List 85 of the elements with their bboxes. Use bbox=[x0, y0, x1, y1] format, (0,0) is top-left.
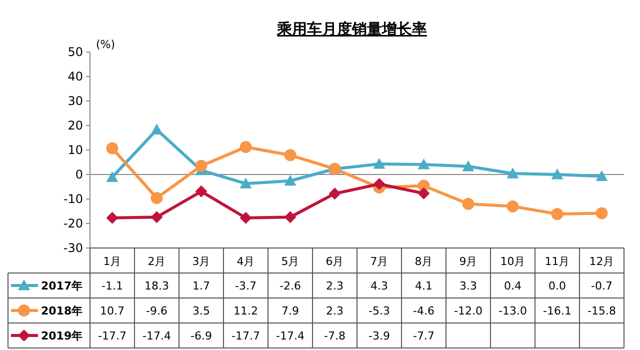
y-tick-label: 30 bbox=[68, 94, 83, 108]
point bbox=[462, 198, 474, 210]
point bbox=[551, 208, 564, 220]
data-label: 0.4 bbox=[504, 280, 522, 292]
data-label: -17.7 bbox=[232, 330, 260, 342]
point bbox=[150, 192, 163, 204]
data-label: 10.7 bbox=[100, 304, 124, 318]
y-tick-label: 0 bbox=[75, 168, 83, 182]
point bbox=[150, 211, 163, 224]
point bbox=[106, 171, 118, 182]
data-label: -9.6 bbox=[146, 304, 168, 318]
x-tick-label: 12月 bbox=[589, 255, 614, 268]
point bbox=[284, 211, 296, 224]
y-tick-label: 40 bbox=[68, 70, 83, 84]
point bbox=[506, 200, 519, 212]
data-label: 2.3 bbox=[326, 280, 344, 292]
y-tick-label: 10 bbox=[68, 143, 83, 157]
x-tick-label: 8月 bbox=[414, 255, 433, 268]
data-label: 3.3 bbox=[460, 280, 477, 292]
point bbox=[373, 158, 386, 169]
data-label: 18.3 bbox=[144, 280, 169, 292]
point bbox=[150, 124, 163, 134]
point bbox=[284, 174, 296, 186]
point bbox=[195, 160, 208, 172]
data-label: -7.8 bbox=[324, 330, 346, 342]
point bbox=[240, 178, 252, 188]
x-tick-label: 5月 bbox=[281, 255, 300, 268]
point bbox=[418, 158, 430, 170]
data-label: 4.1 bbox=[415, 280, 432, 292]
data-label: 3.5 bbox=[192, 304, 210, 318]
data-label: -3.9 bbox=[368, 330, 390, 342]
data-label: -3.7 bbox=[235, 280, 256, 292]
x-tick-label: 4月 bbox=[236, 255, 255, 268]
data-label: -17.4 bbox=[142, 330, 171, 342]
point bbox=[551, 168, 564, 180]
point bbox=[284, 149, 296, 162]
x-tick-label: 1月 bbox=[103, 255, 122, 268]
point bbox=[418, 187, 430, 200]
data-label: -1.1 bbox=[102, 280, 123, 292]
point bbox=[240, 141, 252, 154]
data-label: 1.7 bbox=[192, 280, 210, 292]
y-tick-label: -10 bbox=[63, 192, 83, 206]
data-label: -6.9 bbox=[190, 330, 212, 342]
legend-label: 2017年 bbox=[41, 280, 83, 292]
data-label: -0.7 bbox=[591, 280, 612, 292]
y-axis-title: (%) bbox=[96, 38, 116, 51]
data-label: -7.7 bbox=[413, 330, 434, 342]
point bbox=[195, 185, 208, 198]
x-tick-label: 7月 bbox=[370, 255, 388, 268]
point bbox=[596, 170, 608, 182]
data-label: 2.3 bbox=[326, 304, 344, 318]
x-tick-label: 11月 bbox=[544, 255, 570, 268]
data-label: 11.2 bbox=[234, 304, 258, 318]
data-label: -4.6 bbox=[413, 304, 434, 318]
y-tick-label: 50 bbox=[68, 45, 83, 59]
x-tick-label: 3月 bbox=[192, 255, 210, 268]
point bbox=[462, 160, 474, 172]
data-label: -12.0 bbox=[454, 304, 482, 318]
legend-label: 2018年 bbox=[41, 304, 83, 318]
point bbox=[596, 207, 608, 220]
data-label: -2.6 bbox=[280, 280, 301, 292]
data-label: 0.0 bbox=[548, 280, 566, 292]
x-tick-label: 6月 bbox=[326, 255, 344, 268]
x-tick-label: 2月 bbox=[148, 255, 166, 268]
data-label: -15.8 bbox=[588, 304, 616, 318]
x-tick-label: 9月 bbox=[459, 255, 478, 268]
point bbox=[328, 188, 341, 200]
point bbox=[373, 178, 386, 190]
data-label: 4.3 bbox=[370, 280, 388, 292]
data-label: -17.7 bbox=[98, 330, 126, 342]
point bbox=[240, 212, 252, 224]
legend-label: 2019年 bbox=[41, 330, 83, 342]
data-label: -13.0 bbox=[498, 304, 527, 318]
point bbox=[106, 142, 118, 154]
data-label: 7.9 bbox=[282, 304, 299, 318]
data-label: -16.1 bbox=[543, 304, 572, 318]
y-tick-label: 20 bbox=[68, 118, 83, 132]
point bbox=[106, 212, 118, 224]
data-label: -5.3 bbox=[368, 304, 390, 318]
y-tick-label: -20 bbox=[63, 216, 83, 230]
x-tick-label: 10月 bbox=[500, 255, 526, 268]
chart-title: 乘用车月度销量增长率 bbox=[276, 20, 427, 38]
data-label: -17.4 bbox=[276, 330, 304, 342]
y-tick-label: -30 bbox=[63, 241, 83, 255]
point bbox=[506, 168, 519, 178]
